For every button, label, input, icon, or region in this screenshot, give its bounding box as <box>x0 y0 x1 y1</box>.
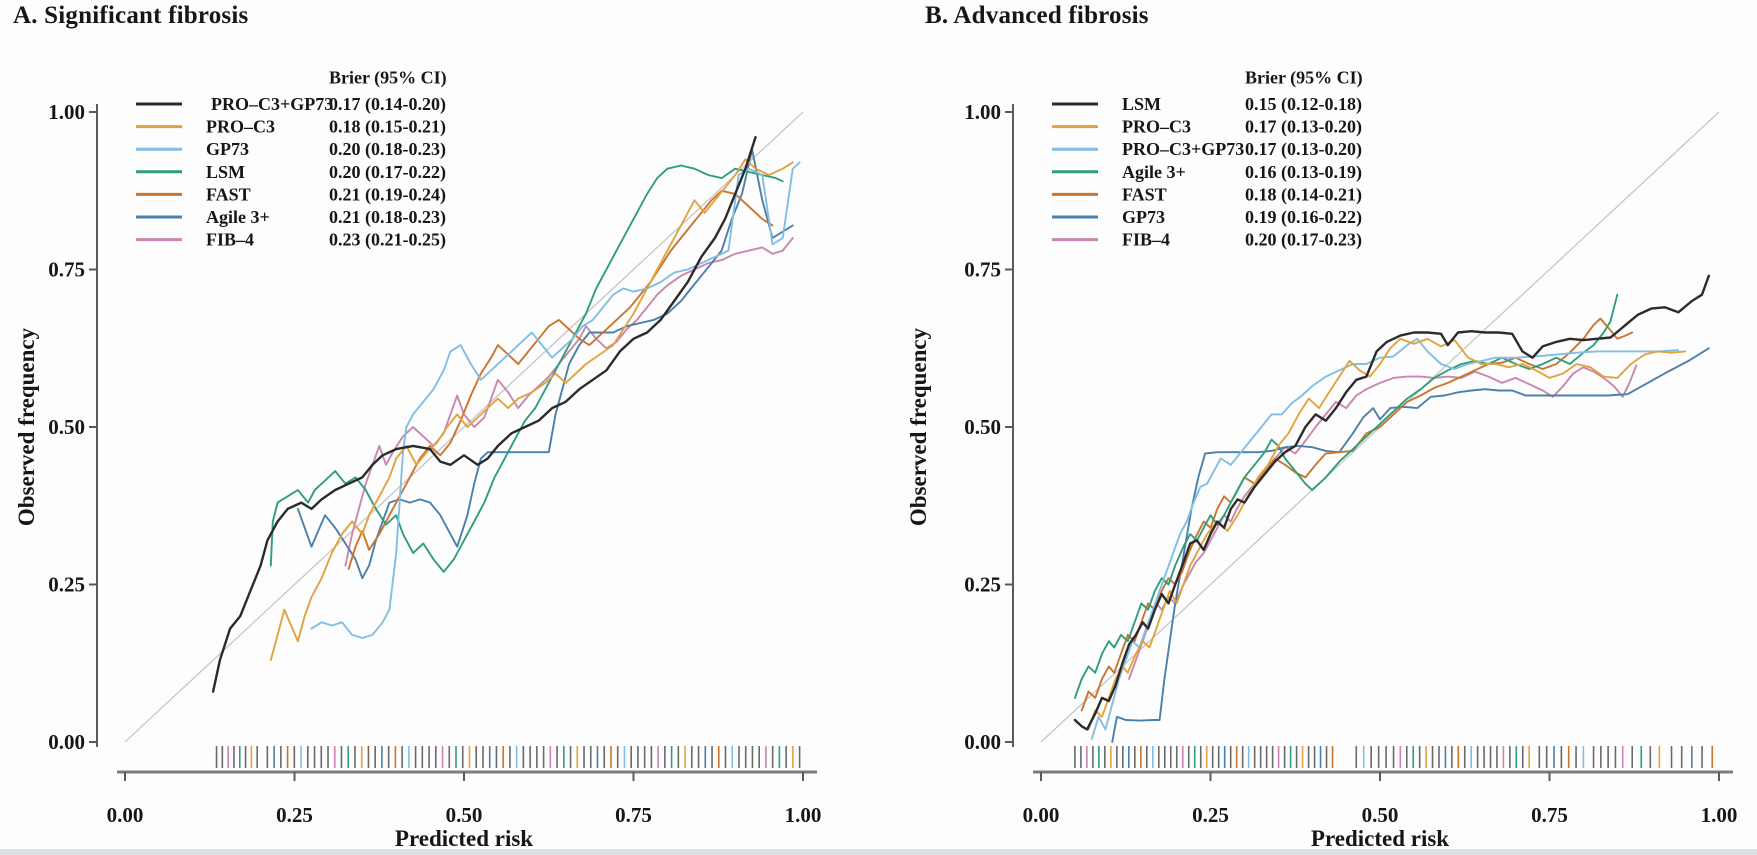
legend-label: FAST <box>206 184 251 204</box>
legend-brier-value: 0.16 (0.13-0.19) <box>1245 162 1362 183</box>
series-line-fast <box>347 189 774 570</box>
panel-b-title: B. Advanced fibrosis <box>925 2 1149 29</box>
legend-brier-value: 0.18 (0.14-0.21) <box>1245 184 1362 205</box>
x-tick-label: 0.00 <box>107 803 144 827</box>
legend-label: LSM <box>1122 94 1161 114</box>
x-tick-label: 0.75 <box>1531 803 1568 827</box>
legend-brier-value: 0.17 (0.13-0.20) <box>1245 117 1362 138</box>
series-line-pro-c3 <box>269 158 794 662</box>
plot-svg-0: 1.00 0.75 0.50 0.25 0.00 0.00 0.25 0.50 0.75 1.00… <box>14 67 822 851</box>
legend-brier-value: 0.20 (0.17-0.23) <box>1245 230 1362 251</box>
panel-a-title: A. Significant fibrosis <box>13 2 249 29</box>
legend-label: GP73 <box>206 139 249 159</box>
series-line-lsm <box>1073 274 1710 731</box>
x-tick-label: 0.00 <box>1023 803 1060 827</box>
legend-label: FIB–4 <box>1122 230 1170 250</box>
y-tick-label: 0.25 <box>964 573 1001 597</box>
series-line-gp73 <box>1111 347 1710 743</box>
legend-label: FIB–4 <box>206 230 254 250</box>
legend-brier-value: 0.17 (0.14-0.20) <box>329 94 446 115</box>
legend-label: PRO–C3+GP73 <box>1122 139 1244 159</box>
y-tick-label: 1.00 <box>48 100 85 124</box>
legend-brier-value: 0.21 (0.19-0.24) <box>329 184 446 205</box>
series-line-pro-c3 <box>1087 337 1687 731</box>
series-line-lsm <box>269 164 784 573</box>
reference-diagonal <box>124 111 804 743</box>
legend-label: PRO–C3 <box>1122 117 1191 137</box>
window-bottom-edge <box>0 849 1757 855</box>
y-tick-label: 0.00 <box>964 730 1001 754</box>
y-tick-label: 0.50 <box>964 415 1001 439</box>
y-tick-label: 0.75 <box>48 258 85 282</box>
legend-brier-value: 0.21 (0.18-0.23) <box>329 207 446 228</box>
x-tick-label: 0.75 <box>615 803 652 827</box>
series-line-pro-c3-gp73 <box>1090 337 1680 740</box>
x-axis-title: Predicted risk <box>1311 826 1449 851</box>
legend-label: GP73 <box>1122 207 1165 227</box>
panel-advanced-fibrosis: B. Advanced fibrosis 1.00 0.75 0.50 0.25 0.0… <box>878 0 1756 855</box>
y-tick-label: 0.75 <box>964 258 1001 282</box>
legend-brier-header: Brier (95% CI) <box>1245 67 1363 88</box>
y-tick-label: 0.50 <box>48 415 85 439</box>
legend-label: PRO–C3 <box>206 117 275 137</box>
series-line-fib-4 <box>344 237 794 567</box>
series-line-agile-3- <box>1073 293 1619 699</box>
legend-brier-value: 0.23 (0.21-0.25) <box>329 230 446 251</box>
panel-a-plot: 1.00 0.75 0.50 0.25 0.00 0.00 0.25 0.50 0.75 1.00… <box>0 0 878 855</box>
x-tick-label: 0.25 <box>1192 803 1229 827</box>
legend-brier-value: 0.20 (0.18-0.23) <box>329 139 446 160</box>
legend-label: LSM <box>206 162 245 182</box>
series-line-pro-c3-gp73 <box>211 135 757 693</box>
legend-label: Agile 3+ <box>206 207 270 227</box>
legend-brier-header: Brier (95% CI) <box>329 67 447 88</box>
legend-brier-value: 0.18 (0.15-0.21) <box>329 117 446 138</box>
x-tick-label: 0.50 <box>446 803 483 827</box>
x-axis-title: Predicted risk <box>395 826 533 851</box>
x-tick-label: 0.50 <box>1362 803 1399 827</box>
series-line-gp73 <box>310 161 801 639</box>
y-axis-title: Observed frequency <box>14 327 39 526</box>
legend-brier-value: 0.19 (0.16-0.22) <box>1245 207 1362 228</box>
x-tick-label: 1.00 <box>785 803 822 827</box>
legend-brier-value: 0.17 (0.13-0.20) <box>1245 139 1362 160</box>
y-tick-label: 0.00 <box>48 730 85 754</box>
series-line-fib-4 <box>1128 364 1638 680</box>
y-tick-label: 1.00 <box>964 100 1001 124</box>
legend-brier-value: 0.20 (0.17-0.22) <box>329 162 446 183</box>
y-tick-label: 0.25 <box>48 573 85 597</box>
x-tick-label: 1.00 <box>1701 803 1738 827</box>
legend-brier-value: 0.15 (0.12-0.18) <box>1245 94 1362 115</box>
legend-label: FAST <box>1122 184 1167 204</box>
legend-label: PRO–C3+GP73 <box>211 94 333 114</box>
panel-b-plot: 1.00 0.75 0.50 0.25 0.00 0.00 0.25 0.50 0.75 1.00… <box>878 0 1756 855</box>
x-tick-label: 0.25 <box>276 803 313 827</box>
panel-significant-fibrosis: A. Significant fibrosis 1.00 0.75 0.50 0.25… <box>0 0 878 855</box>
plot-svg-1: 1.00 0.75 0.50 0.25 0.00 0.00 0.25 0.50 0.75 1.00… <box>906 67 1738 851</box>
series-line-agile-3- <box>296 148 794 580</box>
y-axis-title: Observed frequency <box>906 327 931 526</box>
legend-label: Agile 3+ <box>1122 162 1186 182</box>
